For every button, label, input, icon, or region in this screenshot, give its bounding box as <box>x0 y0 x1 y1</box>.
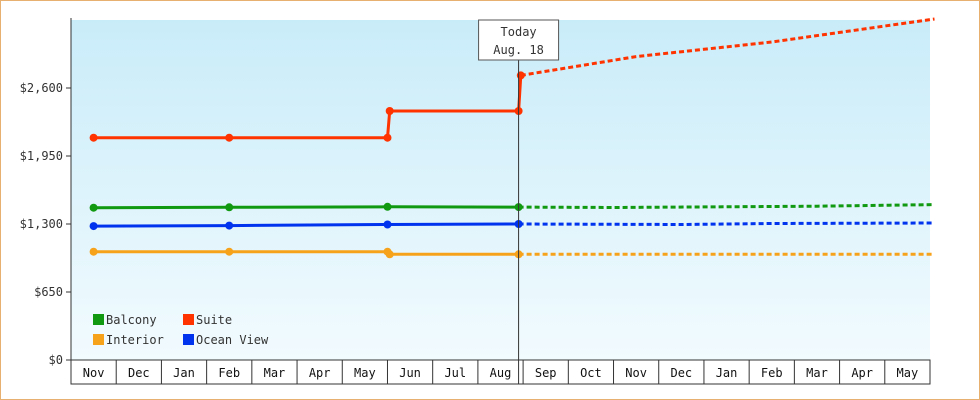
data-point <box>225 203 234 212</box>
legend-label: Balcony <box>106 313 157 327</box>
x-tick-label: Oct <box>580 366 602 380</box>
series-forecast-line <box>518 203 935 210</box>
y-axis: $0 $650 $1,300 $1,950 $2,600 <box>20 81 71 367</box>
data-point <box>225 221 234 230</box>
x-tick-label: Feb <box>761 366 783 380</box>
y-tick-label: $650 <box>34 285 63 299</box>
y-tick-label: $0 <box>49 353 63 367</box>
legend-swatch <box>93 314 104 325</box>
x-tick-label: May <box>897 366 919 380</box>
x-axis-band <box>70 359 931 385</box>
data-point <box>89 222 98 231</box>
data-point <box>89 203 98 212</box>
x-tick-label: Aug <box>490 366 512 380</box>
x-tick-label: Dec <box>128 366 150 380</box>
legend-swatch <box>183 314 194 325</box>
x-tick-label: Jan <box>716 366 738 380</box>
x-tick-label: Mar <box>806 366 828 380</box>
x-tick-label: May <box>354 366 376 380</box>
today-callout-box <box>478 19 560 61</box>
legend-swatch <box>93 334 104 345</box>
y-tick-label: $1,300 <box>20 217 63 231</box>
data-point <box>383 202 392 211</box>
series-history-line <box>93 222 519 228</box>
data-point <box>385 107 394 115</box>
x-tick-label: Apr <box>309 366 331 380</box>
legend-swatch <box>183 334 194 345</box>
today-marker: Today Aug. 18 <box>478 19 560 384</box>
x-tick-label: Nov <box>625 366 647 380</box>
series-history-line <box>93 205 519 210</box>
series-forecast-line <box>518 221 935 227</box>
legend-label: Ocean View <box>196 333 269 347</box>
x-axis: Nov Dec Jan Feb Mar Apr May Jun Jul Aug Sep Oct Nov D… <box>70 359 931 385</box>
plot-area <box>71 20 930 360</box>
today-callout-line2: Aug. 18 <box>493 43 544 57</box>
x-tick-label: Feb <box>218 366 240 380</box>
y-tick-label: $2,600 <box>20 81 63 95</box>
series-forecast-line <box>520 17 935 77</box>
data-point <box>516 71 525 80</box>
data-point <box>383 133 392 142</box>
x-tick-label: Dec <box>670 366 692 380</box>
x-tick-label: Nov <box>83 366 105 380</box>
data-point <box>225 133 234 142</box>
legend-label: Suite <box>196 313 232 327</box>
x-tick-label: Mar <box>264 366 286 380</box>
x-tick-label: Jan <box>173 366 195 380</box>
data-point <box>385 250 394 259</box>
x-tick-label: Apr <box>851 366 873 380</box>
data-point <box>89 133 98 142</box>
today-callout-line1: Today <box>501 25 537 39</box>
x-tick-label: Jun <box>399 366 421 380</box>
x-tick-label: Sep <box>535 366 557 380</box>
data-point <box>225 247 234 256</box>
legend: Balcony Suite Interior Ocean View <box>93 313 269 347</box>
x-tick-label: Jul <box>444 366 466 380</box>
legend-label: Interior <box>106 333 164 347</box>
y-tick-label: $1,950 <box>20 149 63 163</box>
data-point <box>89 247 98 256</box>
data-point <box>383 220 392 229</box>
